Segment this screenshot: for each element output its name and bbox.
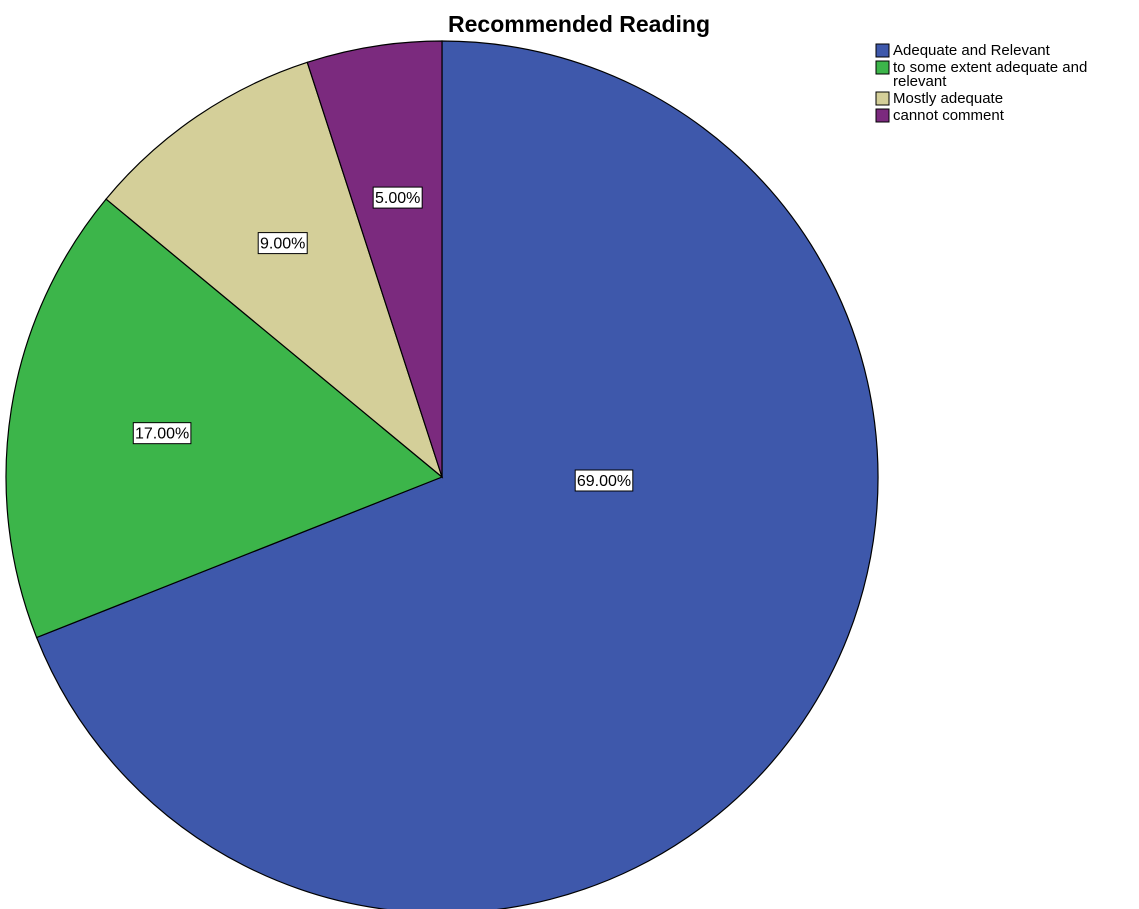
data-label-cannot-comment: 5.00% [372, 186, 423, 209]
data-label-adequate-and-relevant: 69.00% [574, 469, 634, 492]
data-label-text: 5.00% [375, 190, 420, 207]
legend-label: Mostly adequate [893, 90, 1003, 107]
pie-slice-to-some-extent-adequate-and-relevant [5, 198, 444, 639]
data-label-mostly-adequate: 9.00% [257, 232, 308, 255]
data-label-box [574, 469, 634, 492]
legend-item-cannot-comment: cannot comment [875, 107, 1005, 124]
data-label-text: 69.00% [577, 473, 631, 490]
legend-item-mostly-adequate: Mostly adequate [875, 90, 1003, 107]
data-label-box [132, 422, 192, 445]
data-label-box [372, 186, 423, 209]
pie-slice-cannot-comment [306, 40, 443, 478]
pie-slice-adequate-and-relevant [35, 40, 879, 909]
pie-slice-mostly-adequate [105, 61, 444, 479]
legend-item-adequate-and-relevant: Adequate and Relevant [875, 42, 1051, 59]
legend-swatch [875, 91, 890, 106]
data-label-text: 9.00% [260, 236, 305, 253]
data-label-to-some-extent-adequate-and-relevant: 17.00% [132, 422, 192, 445]
data-label-box [257, 232, 308, 255]
legend-label: to some extent adequate and relevant [893, 59, 1087, 90]
legend-label: Adequate and Relevant [893, 42, 1051, 59]
chart-title: Recommended Reading [448, 11, 710, 37]
legend-swatch [875, 43, 890, 58]
legend-label: cannot comment [893, 107, 1005, 124]
legend-swatch [875, 108, 890, 123]
data-labels: 69.00% 17.00% 9.00% 5.00% [132, 186, 634, 492]
legend-item-to-some-extent-adequate-and-relevant: to some extent adequate and relevant [875, 59, 1087, 90]
legend-swatch [875, 60, 890, 75]
pie-slices [5, 40, 879, 909]
data-label-text: 17.00% [135, 426, 189, 443]
